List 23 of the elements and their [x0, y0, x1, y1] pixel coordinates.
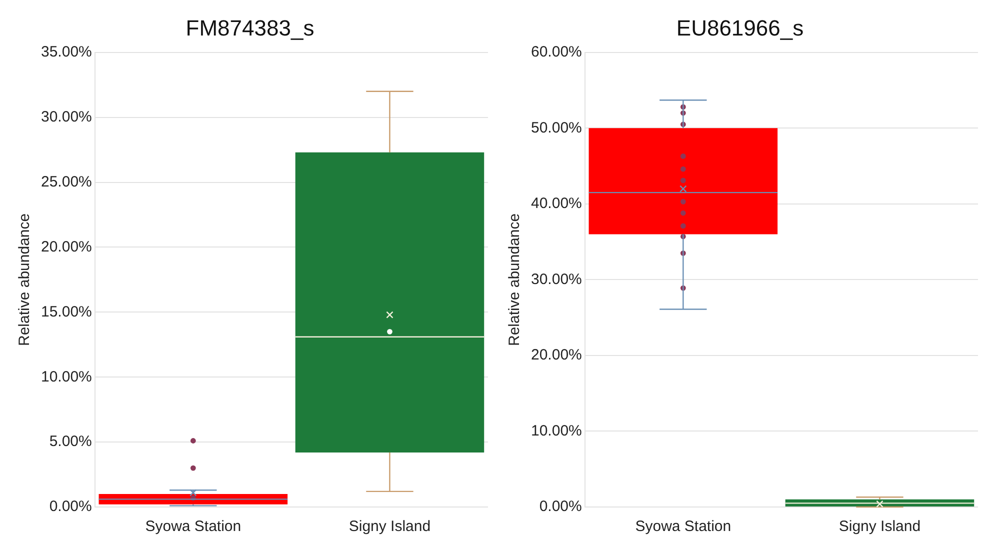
- y-tick-label: 10.00%: [531, 422, 582, 440]
- y-axis-title: Relative abundance: [506, 213, 524, 346]
- x-tick-label: Syowa Station: [145, 518, 242, 536]
- y-tick-label: 20.00%: [531, 346, 582, 364]
- y-tick-label: 10.00%: [41, 368, 92, 386]
- y-tick-label: 40.00%: [531, 195, 582, 212]
- chart-title: EU861966_s: [676, 15, 804, 40]
- chart-title: FM874383_s: [186, 15, 314, 40]
- y-tick-label: 0.00%: [49, 498, 92, 516]
- y-tick-label: 30.00%: [531, 270, 582, 288]
- y-tick-label: 5.00%: [49, 433, 92, 450]
- y-axis-title: Relative abundance: [16, 213, 34, 346]
- y-tick-label: 35.00%: [41, 44, 92, 61]
- y-tick-label: 25.00%: [41, 173, 92, 190]
- x-tick-label: Syowa Station: [635, 518, 732, 536]
- y-tick-label: 0.00%: [539, 498, 582, 516]
- y-tick-label: 20.00%: [41, 238, 92, 256]
- x-tick-label: Signy Island: [348, 518, 431, 536]
- y-tick-label: 60.00%: [531, 44, 582, 61]
- x-tick-label: Signy Island: [838, 518, 921, 536]
- y-tick-label: 15.00%: [41, 303, 92, 320]
- y-tick-label: 30.00%: [41, 108, 92, 126]
- y-tick-label: 50.00%: [531, 119, 582, 136]
